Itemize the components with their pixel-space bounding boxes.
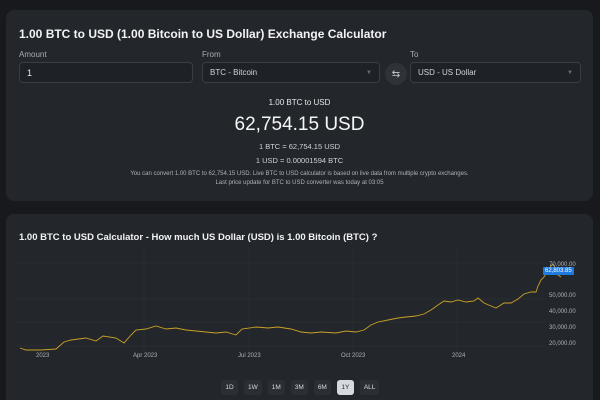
from-label: From xyxy=(202,50,221,59)
converter-title: 1.00 BTC to USD (1.00 Bitcoin to US Doll… xyxy=(19,27,387,41)
range-selector: 1D 1W 1M 3M 6M 1Y ALL xyxy=(221,380,380,395)
swap-arrows-icon: ⇆ xyxy=(391,68,401,80)
range-1m-button[interactable]: 1M xyxy=(267,380,285,395)
range-3m-button[interactable]: 3M xyxy=(290,380,308,395)
to-currency-select[interactable]: USD - US Dollar ▼ xyxy=(410,62,581,83)
chart-title: 1.00 BTC to USD Calculator - How much US… xyxy=(19,232,378,243)
x-tick-oct-2023: Oct 2023 xyxy=(341,353,366,359)
price-chart[interactable] xyxy=(6,250,593,360)
to-currency-value: USD - US Dollar xyxy=(418,68,477,77)
chevron-down-icon: ▼ xyxy=(366,69,372,76)
description-line2: Last price update for BTC to USD convert… xyxy=(215,180,384,186)
x-tick-jul-2023: Jul 2023 xyxy=(238,353,261,359)
chart-panel: 1.00 BTC to USD Calculator - How much US… xyxy=(6,214,593,400)
converter-panel: 1.00 BTC to USD (1.00 Bitcoin to US Doll… xyxy=(6,10,593,201)
amount-label: Amount xyxy=(19,50,47,59)
chevron-down-icon: ▼ xyxy=(567,69,573,76)
y-tick-50000: 50,000.00 xyxy=(549,293,576,299)
from-currency-value: BTC - Bitcoin xyxy=(210,68,258,77)
amount-field[interactable] xyxy=(19,62,193,83)
result-heading: 1.00 BTC to USD xyxy=(268,98,331,107)
range-all-button[interactable]: ALL xyxy=(359,380,380,395)
to-label: To xyxy=(410,50,419,59)
y-tick-20000: 20,000.00 xyxy=(549,341,576,347)
range-1d-button[interactable]: 1D xyxy=(221,380,238,395)
x-tick-2023: 2023 xyxy=(36,353,50,359)
rate-forward: 1 BTC = 62,754.15 USD xyxy=(258,142,341,151)
range-1w-button[interactable]: 1W xyxy=(244,380,262,395)
x-tick-apr-2023: Apr 2023 xyxy=(133,353,158,359)
range-6m-button[interactable]: 6M xyxy=(313,380,331,395)
result-value: 62,754.15 USD xyxy=(234,114,365,135)
current-price-tag: 62,803.85 xyxy=(543,267,574,275)
amount-input[interactable] xyxy=(27,67,185,78)
rate-reverse: 1 USD = 0.00001594 BTC xyxy=(255,156,344,165)
range-1y-button[interactable]: 1Y xyxy=(336,380,354,395)
y-tick-30000: 30,000.00 xyxy=(549,325,576,331)
y-tick-40000: 40,000.00 xyxy=(549,309,576,315)
swap-currencies-button[interactable]: ⇆ xyxy=(385,63,407,85)
y-tick-70000: 70,000.00 xyxy=(549,262,576,268)
from-currency-select[interactable]: BTC - Bitcoin ▼ xyxy=(202,62,380,83)
description-line1: You can convert 1.00 BTC to 62,754.15 US… xyxy=(130,171,469,177)
x-tick-2024: 2024 xyxy=(452,353,466,359)
